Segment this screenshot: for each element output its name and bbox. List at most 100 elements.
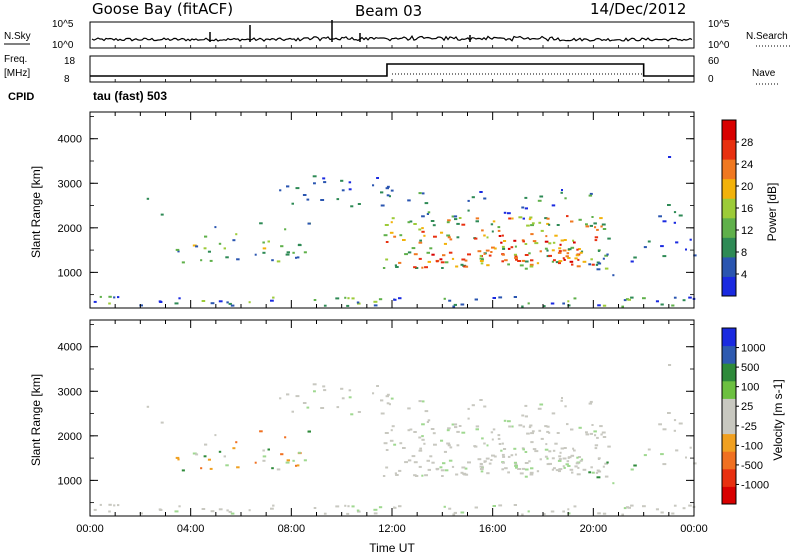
velocity-cell [602, 465, 605, 468]
velocity-cell [312, 383, 317, 386]
power-cell [320, 199, 325, 201]
velocity-cell [528, 426, 532, 429]
power-cell [567, 304, 571, 307]
power-cell [521, 206, 525, 209]
velocity-cell [521, 513, 524, 516]
power-cell [210, 302, 215, 305]
power-cell [662, 255, 667, 258]
power-cell [570, 220, 574, 223]
power-cell [492, 220, 496, 223]
power-cell [573, 297, 577, 300]
power-cell [447, 219, 451, 222]
power-cell [588, 194, 593, 197]
velocity-cell [526, 432, 530, 435]
velocity-cell [529, 471, 534, 474]
power-cell [559, 243, 562, 246]
power-cell [585, 225, 590, 228]
freq-label: Freq. [4, 54, 27, 65]
velocity-cell [573, 505, 577, 508]
power-cell [564, 197, 567, 200]
velocity-cell [307, 430, 311, 433]
power-cell [647, 240, 651, 243]
power-colorbar-tick: 24 [741, 159, 753, 171]
power-cell [307, 222, 311, 225]
power-cell [567, 257, 571, 259]
power-cell [507, 212, 511, 215]
velocity-cell [524, 475, 528, 478]
power-cell [398, 297, 402, 300]
velocity-cell [594, 444, 599, 447]
power-cell [521, 239, 525, 242]
power-cell [461, 223, 466, 226]
power-cell [296, 256, 300, 259]
power-cell [508, 217, 512, 220]
power-cell [446, 234, 451, 237]
velocity-cell [210, 510, 215, 513]
power-cell [479, 260, 484, 262]
velocity-cell [418, 449, 423, 452]
power-cell [558, 250, 562, 253]
power-cell [570, 246, 575, 249]
velocity-cell [323, 389, 327, 392]
velocity-cell [402, 447, 406, 449]
power-cell [411, 247, 416, 250]
power-cell [344, 296, 347, 299]
velocity-cell [570, 454, 575, 457]
velocity-cell [441, 475, 444, 477]
velocity-cell [373, 512, 378, 515]
power-cell [230, 304, 235, 307]
velocity-cell [483, 460, 486, 463]
velocity-cell [348, 396, 352, 399]
velocity-cell [524, 415, 528, 418]
power-cell [507, 263, 510, 266]
velocity-cell [426, 421, 429, 423]
power-cell [511, 217, 514, 220]
velocity-cell [588, 402, 593, 405]
power-cell [389, 231, 394, 234]
velocity-cell [411, 455, 416, 458]
velocity-cell [560, 447, 565, 450]
velocity-cell [159, 509, 163, 511]
velocity-cell [596, 436, 599, 439]
power-cell [675, 241, 679, 244]
velocity-cell [559, 451, 562, 454]
velocity-cell [323, 512, 327, 515]
power-cell [574, 257, 578, 260]
velocity-cell [678, 422, 683, 425]
power-cell [591, 263, 595, 266]
power-cell [537, 199, 542, 202]
power-cell [682, 299, 686, 302]
velocity-cell [464, 467, 468, 470]
power-cell [195, 245, 199, 248]
velocity-cell [529, 473, 534, 476]
freq-tick-bottom: 8 [64, 74, 70, 85]
power-cell [576, 248, 579, 251]
power-cell [557, 251, 562, 254]
velocity-cell [544, 455, 548, 458]
velocity-cell [522, 448, 525, 451]
power-cell [413, 223, 417, 225]
velocity-cell [630, 468, 634, 471]
power-cell [385, 241, 389, 243]
velocity-cell [514, 463, 518, 466]
power-cell [630, 296, 634, 299]
power-cell [439, 258, 443, 261]
velocity-cell [421, 423, 425, 426]
velocity-cell [480, 470, 484, 473]
power-cell [529, 263, 534, 266]
power-cell [578, 218, 582, 221]
power-cell [519, 264, 524, 267]
velocity-cell [178, 505, 181, 508]
velocity-cell [440, 439, 444, 442]
velocity-cell [544, 448, 549, 451]
velocity-cell [667, 412, 671, 414]
velocity-cell [225, 464, 229, 467]
power-cell [600, 225, 603, 228]
power-cell [521, 305, 524, 308]
velocity-cell [575, 462, 580, 465]
velocity-cell [493, 455, 497, 458]
velocity-cell [286, 393, 290, 396]
velocity-cell [507, 455, 511, 458]
power-cell [394, 264, 397, 267]
power-colorbar-tick: 12 [741, 225, 753, 237]
